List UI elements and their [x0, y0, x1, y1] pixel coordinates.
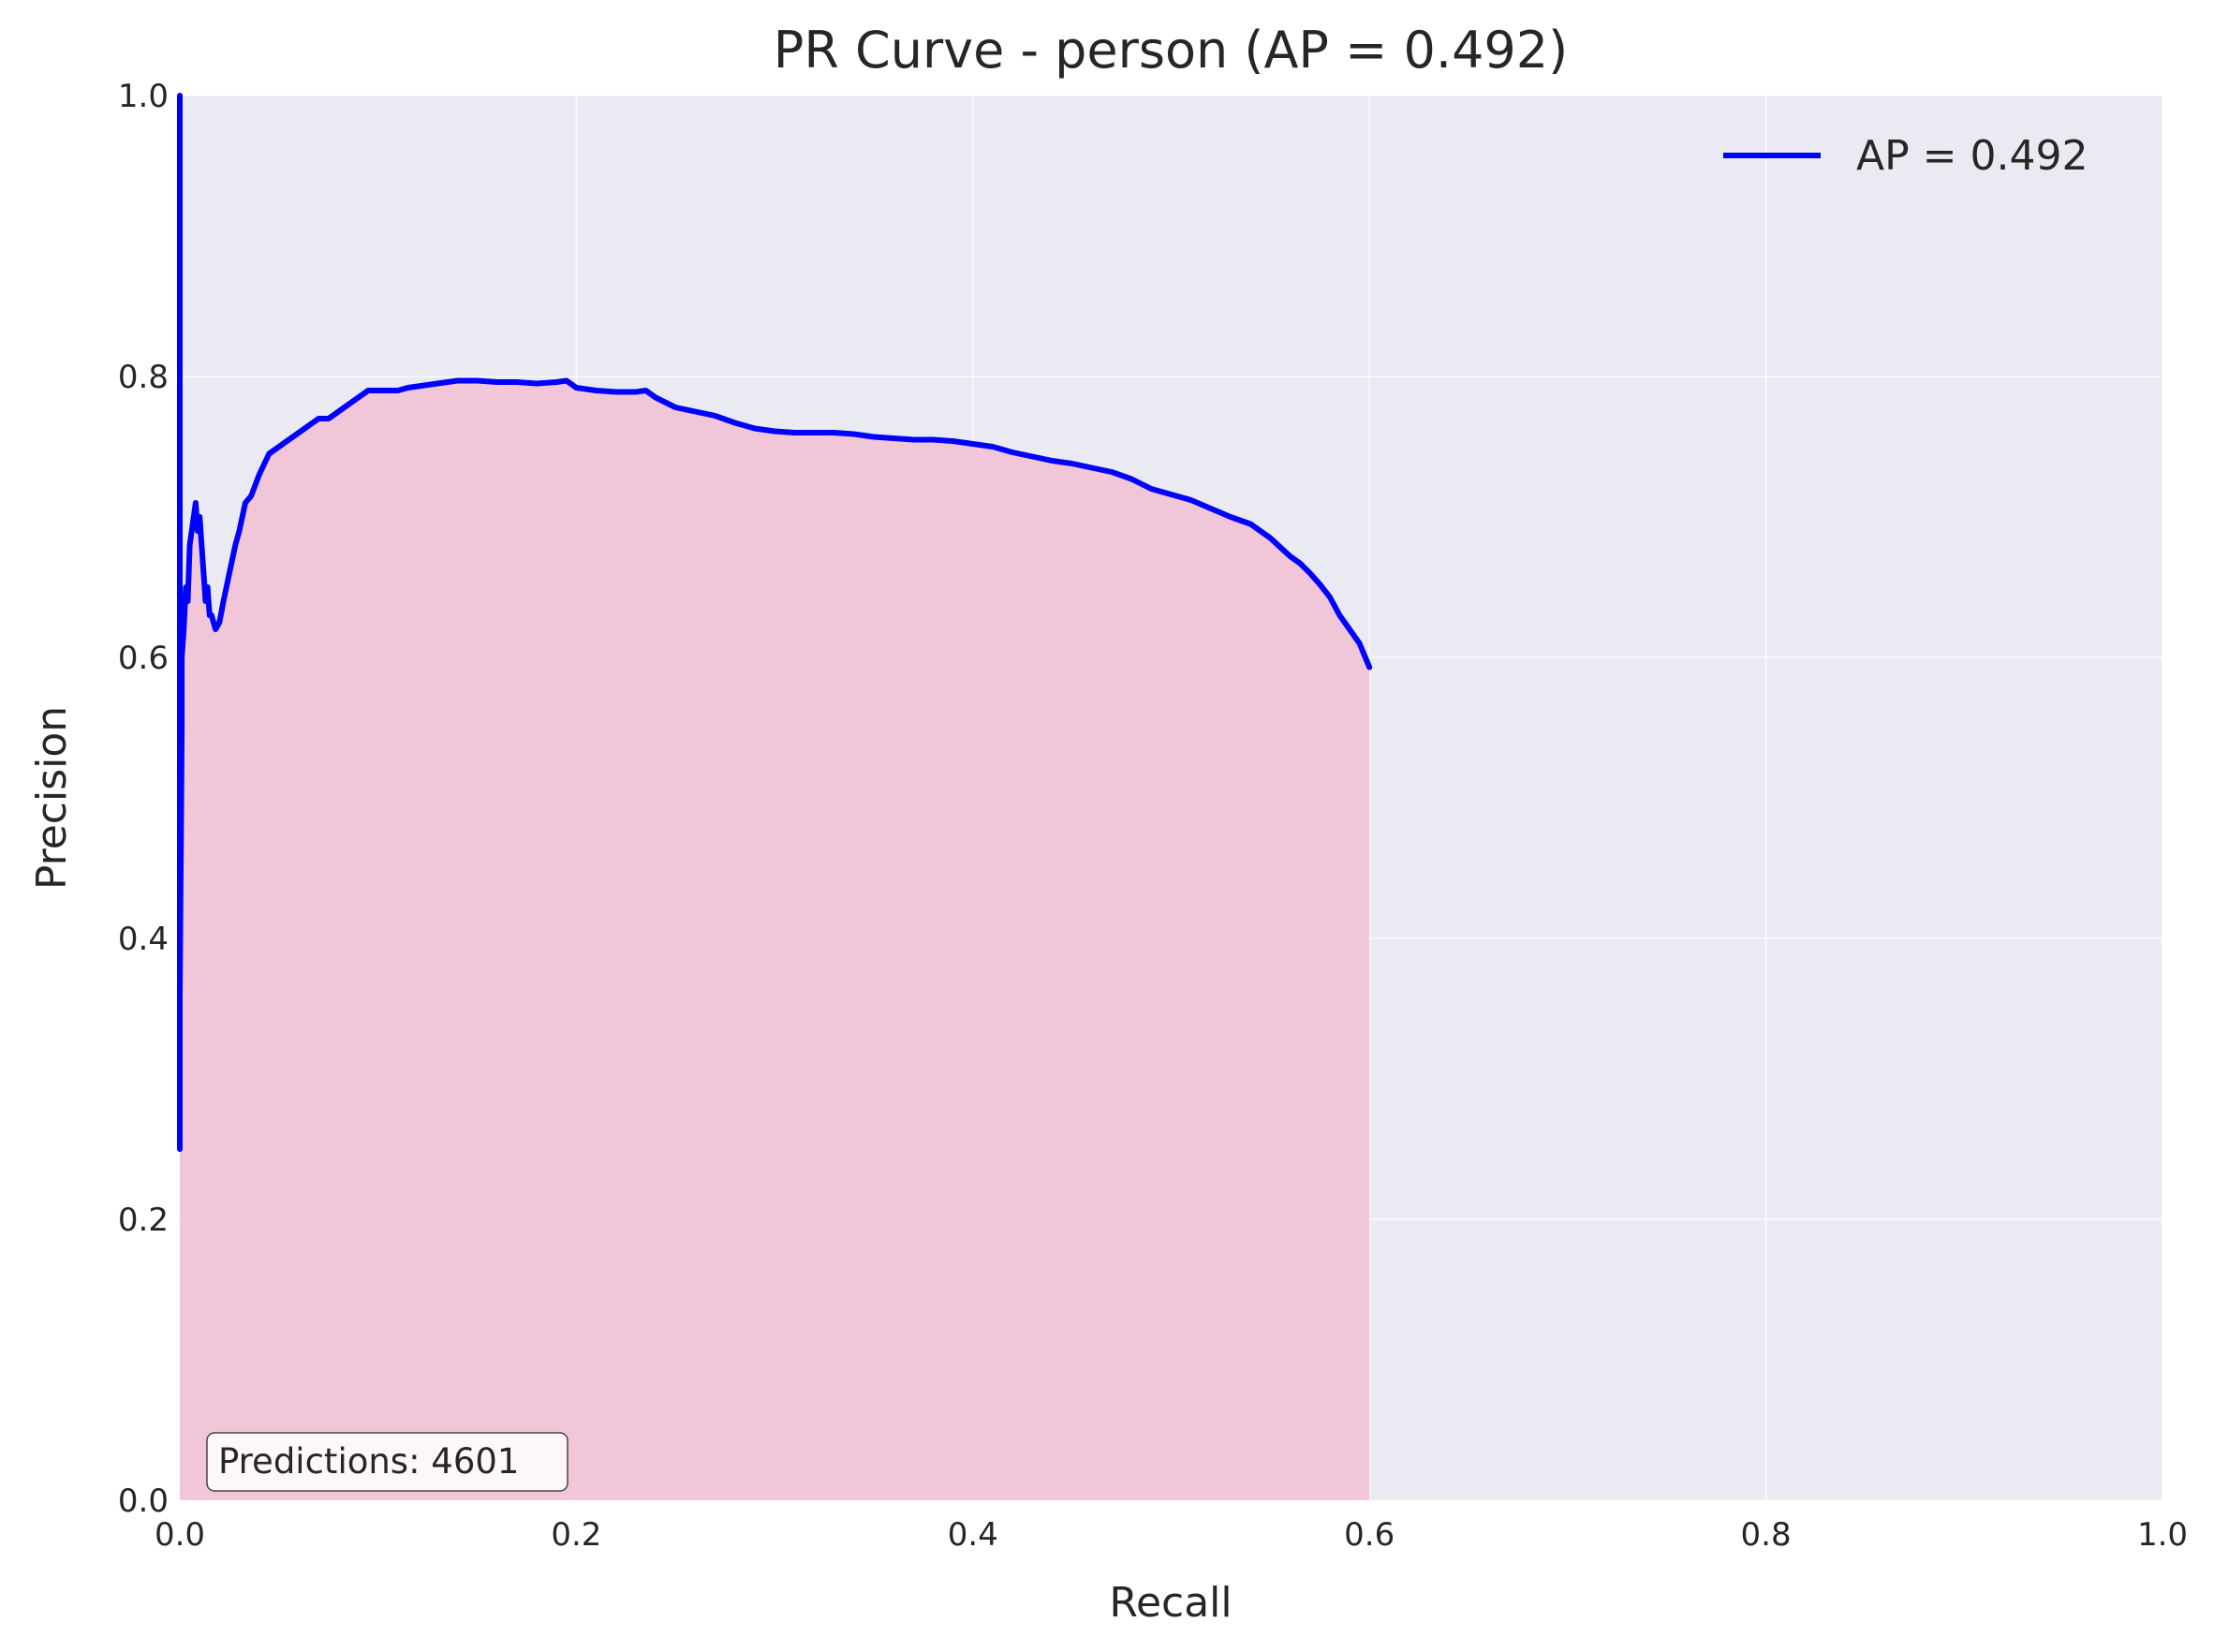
x-axis-title: Recall [1109, 1579, 1232, 1627]
annotation-box [206, 1432, 568, 1492]
y-tick-label: 0.6 [118, 640, 169, 677]
legend-label: AP = 0.492 [1856, 132, 2088, 180]
predictions-annotation: Predictions: 4601 [206, 1432, 568, 1492]
y-tick-label: 1.0 [118, 78, 169, 115]
x-tick-label: 0.2 [551, 1516, 601, 1554]
y-tick-label: 0.4 [118, 921, 169, 958]
y-tick-labels: 0.0 0.2 0.4 0.6 0.8 1.0 [118, 78, 169, 1520]
y-tick-label: 0.8 [118, 359, 169, 396]
y-tick-label: 0.0 [118, 1482, 169, 1520]
y-axis-title: Precision [28, 706, 76, 890]
x-tick-labels: 0.0 0.2 0.4 0.6 0.8 1.0 [155, 1516, 2188, 1554]
pr-area-fill [180, 96, 1370, 1500]
x-tick-label: 0.0 [155, 1516, 205, 1554]
annotation-text: Predictions: 4601 [218, 1441, 519, 1482]
x-tick-label: 0.8 [1741, 1516, 1792, 1554]
x-tick-label: 0.4 [948, 1516, 998, 1554]
pr-curve-line [177, 93, 1373, 1152]
chart-title: PR Curve - person (AP = 0.492) [774, 21, 1568, 80]
legend: AP = 0.492 [1723, 132, 2088, 180]
x-tick-label: 0.6 [1344, 1516, 1395, 1554]
y-tick-label: 0.2 [118, 1202, 169, 1239]
x-tick-label: 1.0 [2137, 1516, 2188, 1554]
